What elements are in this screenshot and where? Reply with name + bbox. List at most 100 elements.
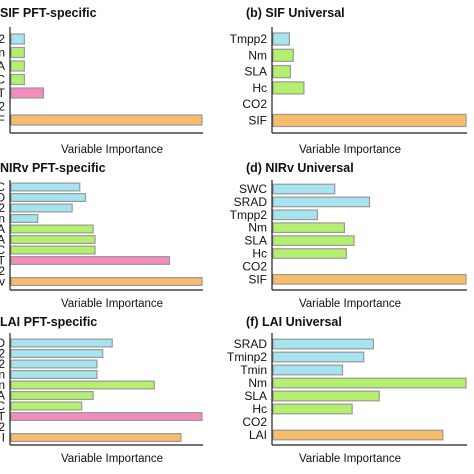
bar bbox=[10, 433, 182, 442]
bar bbox=[272, 273, 467, 285]
bar bbox=[10, 87, 45, 99]
tick-label: Tmpp2 bbox=[230, 208, 268, 222]
tick-label: A bbox=[0, 59, 5, 73]
bar bbox=[10, 359, 98, 369]
tick-label: SIF bbox=[248, 272, 267, 286]
x-axis-label: Variable Importance bbox=[61, 453, 163, 465]
tick-label: Hc bbox=[252, 247, 267, 261]
tick-label: F bbox=[0, 113, 5, 127]
tick-label: C bbox=[0, 180, 5, 194]
bar bbox=[10, 193, 87, 202]
x-axis-label: Variable Importance bbox=[299, 144, 401, 156]
panel-4: (d) NIRv Universal SWCSRADTmpp2NmSLAHcCO2… bbox=[230, 161, 467, 310]
x-axis-label: Variable Importance bbox=[299, 298, 401, 310]
bar bbox=[10, 114, 203, 126]
tick-label: 2 bbox=[0, 420, 5, 434]
tick-label: C bbox=[0, 399, 5, 413]
tick-label: A bbox=[0, 389, 5, 403]
bar bbox=[10, 182, 81, 192]
tick-label: SLA bbox=[244, 65, 267, 79]
bar bbox=[272, 81, 305, 95]
bar bbox=[272, 196, 371, 208]
bar bbox=[10, 46, 25, 59]
tick-label: n bbox=[0, 46, 5, 60]
tick-label: n bbox=[0, 378, 5, 392]
bar bbox=[10, 235, 96, 244]
tick-label: 2 bbox=[0, 32, 5, 46]
tick-label: CO2 bbox=[242, 259, 267, 273]
panel-2: (b) SIF Universal Tmpp2 Nm SLA Hc CO2 SIF Varia… bbox=[230, 6, 467, 156]
bar bbox=[272, 183, 336, 195]
tick-label: D bbox=[0, 191, 5, 205]
tick-label: Hc bbox=[252, 402, 267, 416]
bar bbox=[272, 209, 318, 221]
tick-label: SRAD bbox=[234, 195, 268, 209]
panel-title: LAI PFT-specific bbox=[0, 315, 97, 329]
bar bbox=[272, 222, 346, 234]
bar bbox=[272, 364, 344, 376]
tick-label: Nm bbox=[248, 221, 267, 235]
tick-label: 2 bbox=[0, 100, 5, 114]
tick-label: LAI bbox=[249, 428, 267, 442]
tick-label: Nm bbox=[248, 376, 267, 390]
bar bbox=[272, 48, 294, 62]
bar bbox=[10, 245, 96, 255]
bar bbox=[272, 338, 374, 350]
tick-label: C bbox=[0, 243, 5, 257]
tick-label: T bbox=[0, 254, 6, 268]
tick-label: A bbox=[0, 222, 5, 236]
bar bbox=[10, 349, 104, 358]
tick-label: n bbox=[0, 368, 5, 382]
panel-title: (f) LAI Universal bbox=[246, 315, 342, 329]
tick-label: 2 bbox=[0, 347, 5, 361]
bar bbox=[272, 377, 467, 389]
bar bbox=[272, 64, 291, 79]
bar bbox=[10, 277, 203, 286]
tick-label: Hc bbox=[252, 81, 267, 95]
x-axis-label: Variable Importance bbox=[61, 144, 163, 156]
panel-title: NIRv PFT-specific bbox=[0, 161, 106, 175]
tick-label: v bbox=[0, 275, 5, 289]
bar bbox=[10, 256, 171, 265]
tick-label: Nm bbox=[248, 48, 267, 62]
tick-label: I bbox=[2, 431, 5, 445]
bar bbox=[272, 113, 467, 128]
x-axis-label: Variable Importance bbox=[61, 298, 163, 310]
x-axis-label: Variable Importance bbox=[299, 453, 401, 465]
tick-label: 2 bbox=[0, 264, 5, 278]
tick-label: n bbox=[0, 212, 5, 226]
tick-label: 2 bbox=[0, 357, 5, 371]
tick-label: Tminp2 bbox=[227, 350, 267, 364]
bar bbox=[272, 248, 347, 259]
bar bbox=[10, 60, 25, 72]
bar bbox=[272, 390, 380, 402]
tick-label: T bbox=[0, 410, 6, 424]
tick-label: 2 bbox=[0, 201, 5, 215]
tick-label: SLA bbox=[244, 234, 267, 248]
tick-label: Tmpp2 bbox=[230, 32, 268, 46]
bar bbox=[272, 403, 353, 415]
tick-label: CO2 bbox=[242, 97, 267, 111]
panel-title: SIF PFT-specific bbox=[0, 6, 97, 20]
bar bbox=[10, 391, 94, 400]
panel-title: (b) SIF Universal bbox=[246, 6, 345, 20]
bar bbox=[10, 203, 73, 213]
panel-6: (f) LAI Universal SRADTminp2TminNmSLAHcCO… bbox=[227, 315, 467, 465]
tick-label: D bbox=[0, 336, 5, 350]
tick-label: SWC bbox=[239, 182, 267, 196]
bar bbox=[10, 370, 98, 379]
bar bbox=[10, 412, 203, 421]
bar bbox=[272, 32, 291, 46]
bar bbox=[10, 401, 83, 411]
bar bbox=[10, 214, 39, 223]
tick-label: Tmin bbox=[240, 363, 267, 377]
bar bbox=[272, 351, 365, 363]
tick-label: SLA bbox=[244, 389, 267, 403]
bar bbox=[272, 235, 355, 246]
tick-label: A bbox=[0, 233, 5, 247]
bar bbox=[272, 429, 444, 441]
